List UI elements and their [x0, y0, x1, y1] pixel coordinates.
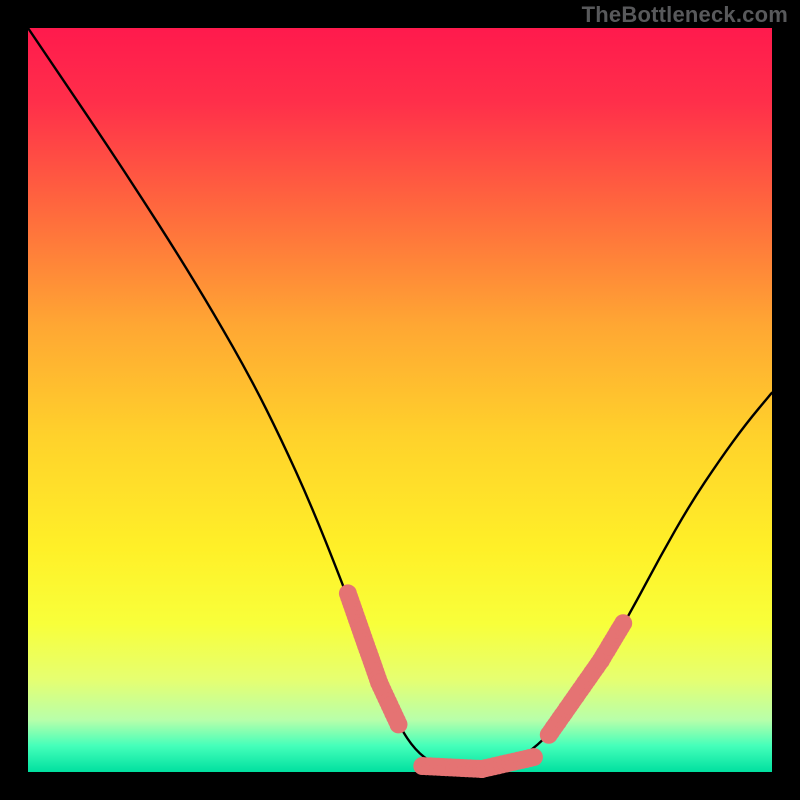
plot-background — [28, 28, 772, 772]
curve-marker — [390, 715, 408, 733]
bottleneck-curve-plot — [0, 0, 800, 800]
attribution-label: TheBottleneck.com — [582, 2, 788, 28]
curve-marker — [525, 748, 543, 766]
curve-marker — [614, 614, 632, 632]
chart-frame: TheBottleneck.com — [0, 0, 800, 800]
